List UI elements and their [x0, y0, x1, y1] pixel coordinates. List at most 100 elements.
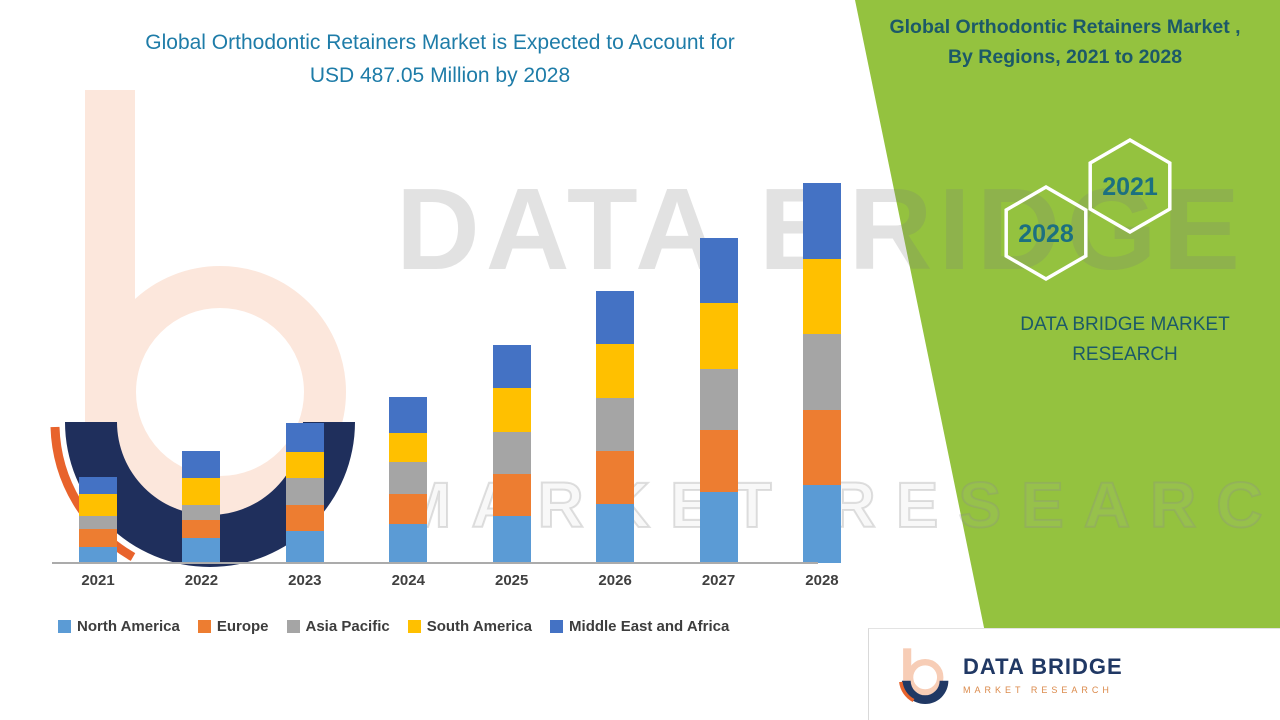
legend-swatch	[550, 620, 564, 633]
bar-segment	[182, 538, 221, 563]
legend-swatch	[286, 620, 300, 633]
bar-column: 2025	[492, 171, 531, 591]
legend-swatch	[197, 620, 211, 633]
bar-column: 2027	[699, 171, 738, 591]
bar-segment	[79, 516, 117, 530]
chart-title: Global Orthodontic Retainers Market is E…	[70, 26, 810, 92]
bar-segment	[285, 423, 324, 453]
bar-segment	[492, 516, 531, 563]
legend-swatch	[58, 620, 71, 633]
bar-segment	[389, 462, 428, 495]
bar-segment	[492, 474, 531, 517]
bar-segment	[699, 237, 738, 303]
hexagon-2028-label: 2028	[1018, 220, 1074, 248]
bar-stack	[802, 183, 841, 563]
legend-label: North America	[77, 618, 180, 635]
bar-segment	[285, 505, 324, 531]
bar-segment	[182, 520, 221, 538]
bar-segment	[699, 492, 738, 563]
side-panel-subtitle-line: By Regions, 2021 to 2028	[947, 46, 1183, 68]
bar-segment	[699, 430, 738, 492]
bar-stack	[389, 396, 428, 563]
footer-logo-texts: DATA BRIDGE MARKET RESEARCH	[963, 654, 1123, 695]
bar-segment	[389, 432, 428, 463]
bar-segment	[699, 368, 738, 431]
bar-stack	[285, 423, 324, 563]
side-panel-title-line: Global Orthodontic Retainers Market ,	[889, 16, 1241, 38]
bar-segment	[802, 334, 841, 411]
bar-segment	[389, 494, 428, 524]
chart-title-line2: USD 487.05 Million by 2028	[309, 64, 571, 87]
x-axis-label: 2023	[288, 572, 322, 589]
bar-column: 2023	[285, 171, 324, 591]
legend-item: Europe	[197, 618, 269, 635]
bar-segment	[492, 388, 531, 433]
bar-segment	[802, 485, 841, 563]
bar-segment	[389, 396, 428, 433]
bar-plot: 2021 2022 2023 2024 2025 2026 2027 2028	[55, 171, 868, 591]
bar-segment	[79, 529, 117, 547]
bar-segment	[596, 290, 635, 344]
bar-segment	[596, 503, 635, 563]
bar-segment	[699, 302, 738, 369]
bar-segment	[79, 546, 117, 563]
watermark-logo-b	[50, 90, 355, 567]
legend-label: Asia Pacific	[305, 618, 390, 635]
footer-logo-tagline: MARKET RESEARCH	[963, 685, 1113, 695]
x-axis-label: 2021	[81, 572, 115, 589]
legend-swatch	[407, 620, 421, 633]
bar-segment	[79, 477, 117, 495]
hexagon-2028	[1004, 184, 1088, 282]
bar-segment	[596, 451, 635, 504]
legend-label: Middle East and Africa	[569, 618, 730, 635]
bar-segment	[79, 494, 117, 517]
x-axis-label: 2026	[598, 572, 632, 589]
x-axis-line	[52, 562, 818, 564]
bar-stack	[596, 290, 635, 563]
bar-stack	[492, 344, 531, 563]
hexagon-2021	[1088, 138, 1172, 235]
x-axis-label: 2022	[184, 572, 219, 589]
side-panel-title: Global Orthodontic Retainers Market , By…	[880, 12, 1250, 72]
bar-segment	[182, 505, 221, 521]
legend-label: South America	[426, 618, 533, 635]
bar-segment	[285, 478, 324, 506]
bar-column: 2024	[389, 171, 428, 591]
bar-column: 2021	[79, 171, 117, 591]
bar-stack	[182, 450, 221, 563]
legend: North America Europe Asia Pacific South Ame…	[58, 618, 729, 635]
side-panel-brand-line1: DATA BRIDGE MARKET	[1020, 314, 1230, 335]
bar-segment	[285, 531, 324, 563]
bar-segment	[285, 452, 324, 479]
bar-segment	[802, 183, 841, 259]
bar-segment	[802, 258, 841, 335]
x-axis-label: 2025	[495, 572, 529, 589]
x-axis-label: 2024	[391, 572, 425, 589]
bar-stack	[79, 477, 117, 563]
bar-column: 2022	[182, 171, 221, 591]
bar-segment	[802, 410, 841, 485]
legend-item: Asia Pacific	[286, 618, 390, 635]
legend-label: Europe	[216, 618, 269, 635]
bar-column: 2028	[802, 171, 841, 591]
x-axis-label: 2027	[701, 572, 736, 589]
legend-item: Middle East and Africa	[550, 618, 729, 635]
footer-logo-b-icon	[899, 647, 949, 704]
side-panel-brand: DATA BRIDGE MARKET RESEARCH	[995, 310, 1255, 370]
bar-segment	[389, 524, 428, 563]
hexagon-2021-label: 2021	[1102, 173, 1158, 201]
legend-item: South America	[407, 618, 533, 635]
bar-segment	[492, 432, 531, 475]
x-axis-label: 2028	[805, 572, 839, 589]
bar-stack	[699, 237, 738, 563]
legend-item: North America	[58, 618, 180, 635]
side-panel-brand-line2: RESEARCH	[1072, 344, 1178, 365]
footer-logo-brand: DATA BRIDGE	[963, 654, 1123, 679]
bar-column: 2026	[596, 171, 635, 591]
bar-segment	[182, 450, 221, 479]
bar-segment	[596, 397, 635, 452]
footer-logo-box: DATA BRIDGE MARKET RESEARCH	[868, 628, 1280, 720]
chart-title-line1: Global Orthodontic Retainers Market is E…	[145, 31, 735, 54]
bar-segment	[596, 343, 635, 398]
